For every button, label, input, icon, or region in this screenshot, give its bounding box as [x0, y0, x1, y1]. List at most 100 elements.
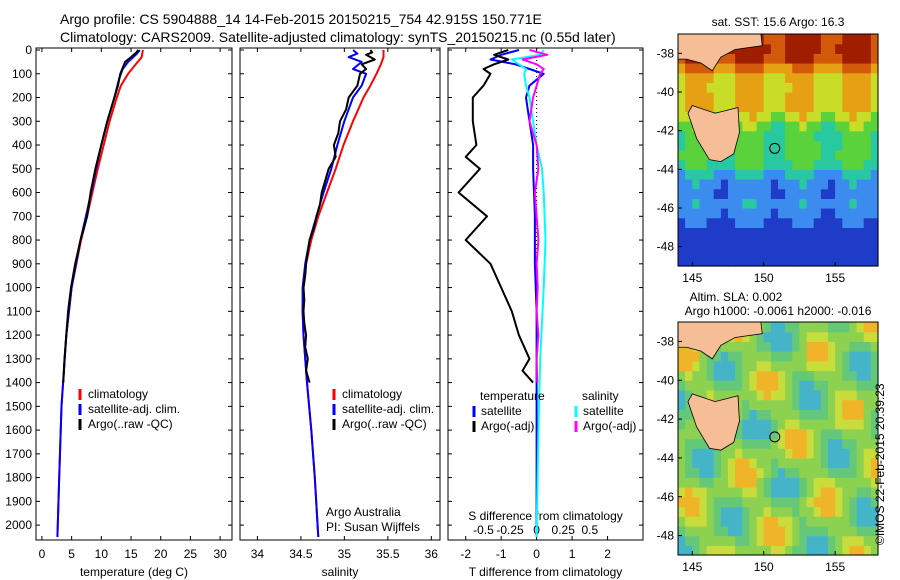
sla-map-cell [785, 428, 793, 440]
sst-map-cell [849, 246, 858, 257]
sla-map-cell [778, 496, 786, 508]
sla-map-cell [692, 351, 700, 362]
sst-map-cell [828, 198, 836, 209]
sst-map-cell [699, 179, 708, 190]
sla-map-cell [756, 419, 765, 430]
sst-map-cell [820, 82, 829, 93]
sst-map-cell [813, 121, 822, 132]
sla-map-cell [713, 545, 722, 556]
sst-map-cell [785, 43, 793, 54]
sla-map-cell [692, 467, 700, 478]
sst-map-cell [770, 101, 779, 112]
sla-map-cell [692, 360, 700, 372]
sla-map-cell [699, 448, 708, 459]
sla-map-cell [685, 535, 693, 546]
sla-map-cell [778, 360, 786, 372]
sst-map-cell [813, 246, 822, 257]
sla-map-cell [720, 370, 729, 381]
sst-map-cell [799, 140, 808, 151]
sla-map-cell [706, 457, 715, 469]
sst-map-cell [856, 159, 865, 170]
sst-map-cell [706, 198, 715, 209]
sst-map-cell [756, 208, 765, 219]
sla-map-cell [828, 360, 836, 372]
sst-map-cell [849, 63, 858, 74]
sst-map-cell [706, 227, 715, 238]
sla-map-cell [778, 438, 786, 449]
sst-map-cell [820, 43, 829, 54]
sla-map-cell [792, 448, 800, 459]
sla-map-cell [756, 477, 765, 488]
sst-map-cell [728, 159, 736, 170]
sst-map-cell [792, 227, 800, 238]
sst-map-cell [742, 198, 750, 209]
sla-map-cell [720, 477, 729, 488]
sla-map-cell [828, 467, 836, 478]
sla-map-cell [749, 448, 758, 459]
sst-map-cell [728, 246, 736, 257]
sla-map-cell [685, 380, 693, 391]
sst-map-cell [706, 179, 715, 190]
sla-map-argo-marker [769, 431, 781, 443]
sla-map-cell [828, 419, 836, 430]
sla-map-cell [742, 467, 750, 478]
sla-map-cell [828, 438, 836, 449]
sla-map-cell [828, 457, 836, 469]
sla-map-cell [870, 390, 879, 401]
sst-map-cell [856, 34, 865, 45]
sla-map-cell [735, 487, 743, 498]
sst-map-cell [720, 92, 729, 103]
sst-map-cell [735, 111, 743, 122]
sst-map-cell [728, 72, 736, 83]
sla-map-cell [685, 506, 693, 517]
sst-map-cell [856, 217, 865, 228]
sst-map-cell [870, 208, 879, 219]
sst-map-cell [699, 256, 708, 267]
sst-map-cell [678, 217, 686, 228]
sst-map-cell [706, 101, 715, 112]
sst-map-cell [720, 188, 729, 199]
sst-map-cell [735, 208, 743, 219]
sla-map-cell [792, 516, 800, 527]
sla-map-cell [856, 399, 865, 410]
sla-map-cell [770, 370, 779, 381]
sst-map-cell [756, 256, 765, 267]
sst-map-cell [713, 227, 722, 238]
sla-map-cell [778, 457, 786, 469]
sla-map-cell [806, 428, 815, 440]
sla-map-cell [742, 428, 750, 440]
sst-map-cell [699, 237, 708, 248]
sla-map-cell [770, 457, 779, 469]
sla-map-cell [849, 428, 858, 440]
sst-map-cell [820, 130, 829, 141]
sla-map-cell [820, 399, 829, 410]
sla-map-cell [828, 341, 836, 352]
sla-map-cell [706, 380, 715, 391]
sst-map-cell [742, 169, 750, 180]
sla-map-cell [749, 477, 758, 488]
sla-map-cell [742, 419, 750, 430]
sst-map-cell [870, 63, 879, 74]
sst-map-cell [692, 169, 700, 180]
sst-map-cell [856, 140, 865, 151]
sla-map-cell [785, 351, 793, 362]
sla-map-cell [856, 360, 865, 372]
sst-map-cell [699, 82, 708, 93]
sla-map-cell [849, 351, 858, 362]
sla-map-cell [692, 477, 700, 488]
sst-map-cell [706, 256, 715, 267]
sla-map-cell [870, 487, 879, 498]
sst-map-cell [770, 169, 779, 180]
salinity-plot-frame [239, 47, 441, 541]
sla-map-cell [770, 428, 779, 440]
sla-map-cell [678, 506, 686, 517]
sst-map-cell [799, 82, 808, 93]
sst-map-cell [720, 72, 729, 83]
sla-map-cell [692, 525, 700, 537]
sla-map-cell [870, 341, 879, 352]
sst-map-cell [756, 53, 765, 64]
sla-map-cell [728, 360, 736, 372]
sla-map-cell [685, 525, 693, 537]
sst-map-ytick-label: -48 [657, 240, 675, 254]
sst-map-cell [856, 169, 865, 180]
